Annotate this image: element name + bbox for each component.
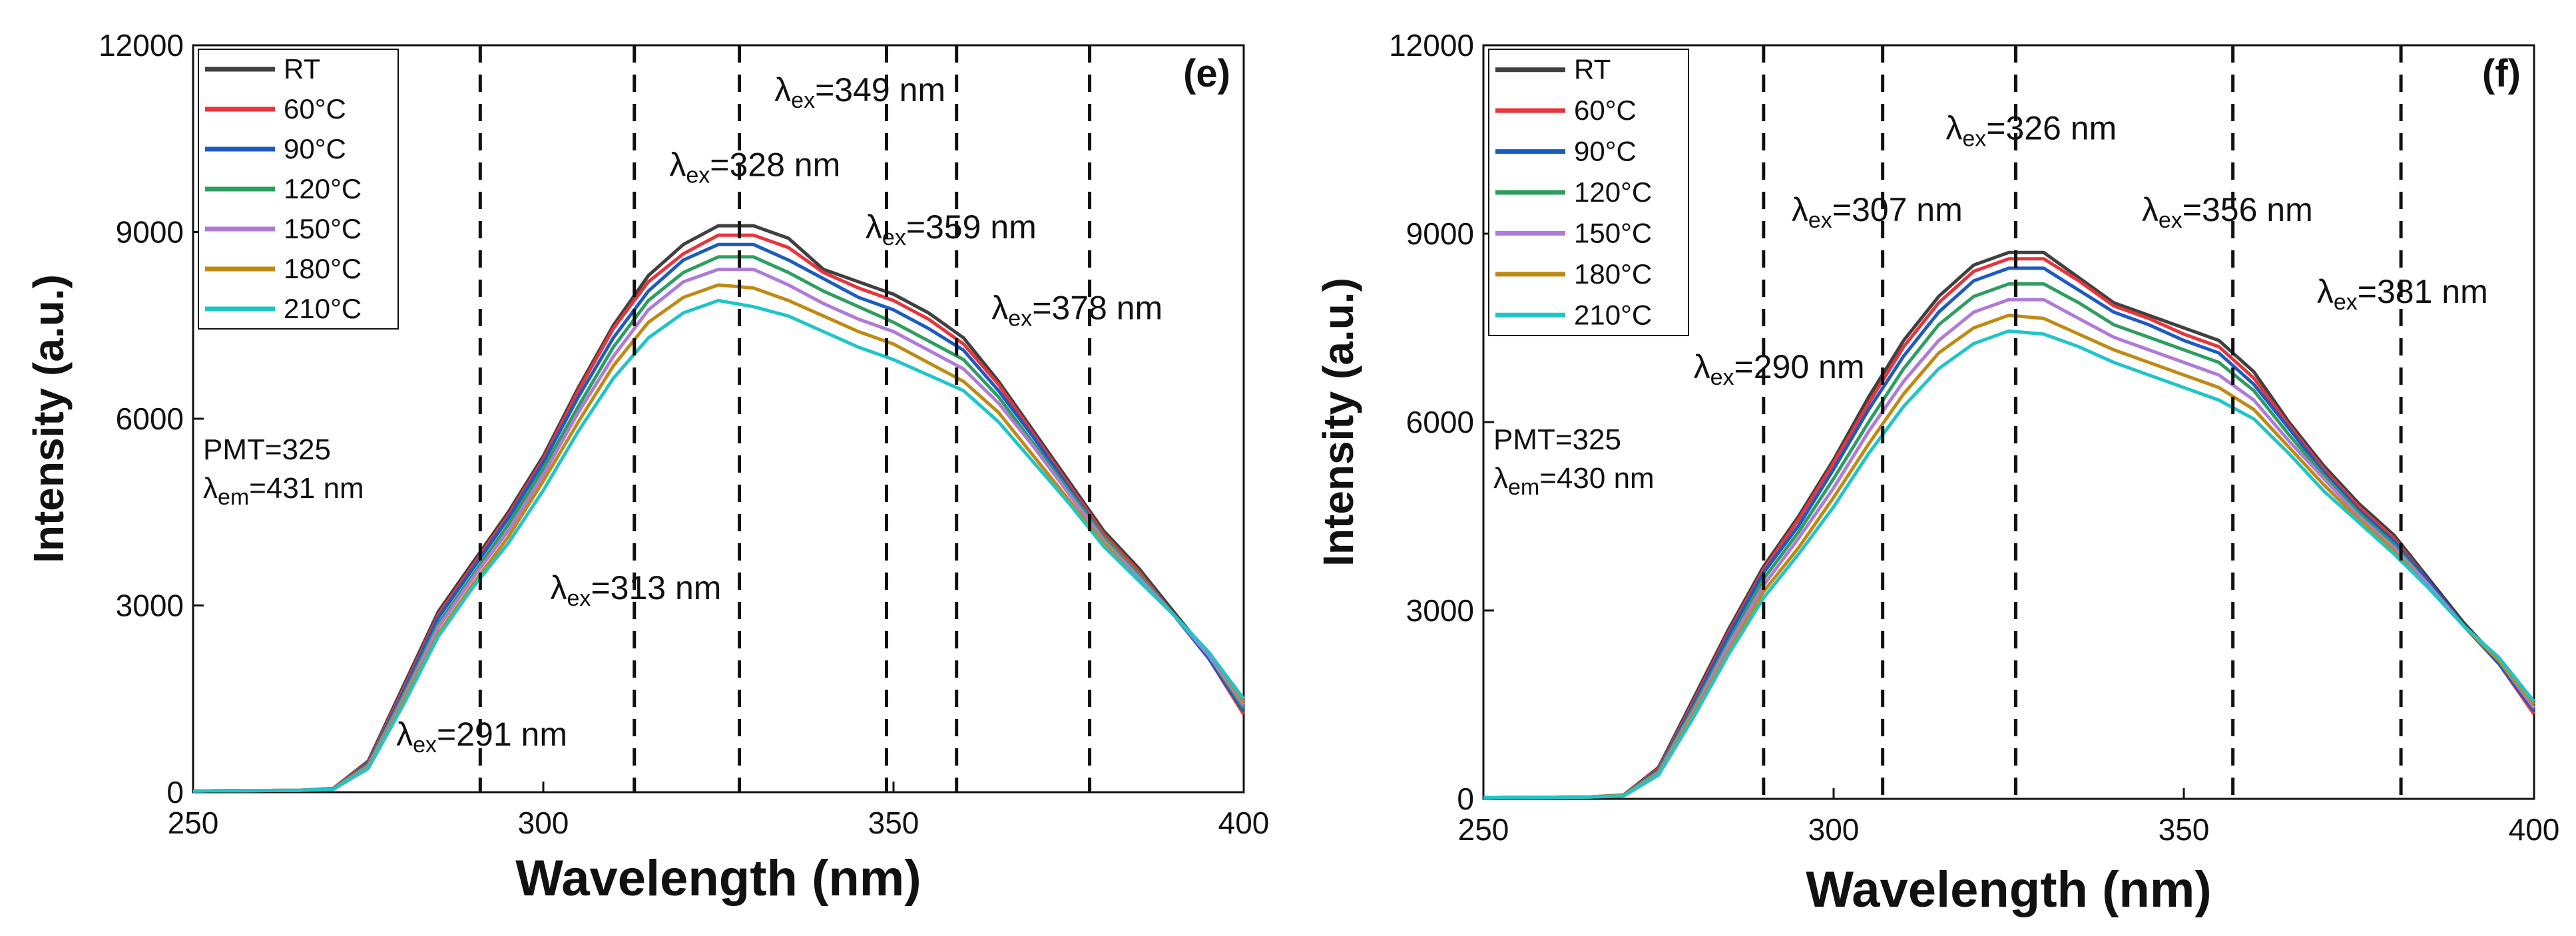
x-tick-label: 350 [868,806,919,840]
y-tick-label: 6000 [1406,405,1474,439]
x-tick-label: 250 [168,806,219,840]
x-tick-label: 350 [2159,812,2210,847]
series-line-90°C [1483,266,2536,800]
legend-label: 60°C [1574,95,1637,126]
x-tick-label: 300 [518,806,569,840]
series-line-210°C [1483,329,2535,800]
excitation-annotation: λex=326 nm [1945,110,2117,152]
measurement-note: PMT=325 [203,433,331,466]
y-tick-label: 6000 [116,401,184,436]
x-tick-label: 400 [2509,812,2560,847]
y-tick-label: 3000 [1406,593,1474,628]
excitation-annotation: λex=359 nm [866,208,1037,250]
excitation-annotation: λex=381 nm [2317,273,2488,315]
y-tick-label: 12000 [99,28,184,63]
legend-label: 90°C [284,133,346,164]
chart-panel-f: 0 3000 6000 9000 12000 250 300 350 400 Wavelength… [1314,28,2559,918]
legend-label: 210°C [284,293,362,324]
y-tick-label: 3000 [116,588,184,623]
measurement-note: λem=430 nm [1493,462,1655,500]
y-tick-label: 9000 [1406,216,1474,251]
series-line-150°C [1483,298,2536,800]
legend-label: 60°C [284,93,346,124]
chart-panel-e: 0 3000 6000 9000 12000 250 300 350 400 Wavelength… [25,28,1269,907]
y-tick-label: 12000 [1389,28,1474,63]
y-axis-title: Intensity (a.u.) [1314,278,1362,567]
legend-label: 90°C [1574,136,1637,167]
excitation-annotation: λex=356 nm [2142,191,2313,233]
excitation-annotation: λex=349 nm [774,71,945,113]
legend-label: 180°C [284,253,362,284]
legend-label: RT [1574,54,1611,85]
x-tick-label: 300 [1808,812,1860,847]
legend: RT 60°C 90°C 120°C 150°C 180°C 210°C [1488,49,1689,336]
series-line-210°C [192,298,1246,793]
y-tick-label: 0 [166,775,184,810]
y-tick-label: 9000 [116,215,184,250]
x-tick-label: 250 [1458,812,1509,847]
legend-label: 120°C [284,173,362,204]
legend-label: 210°C [1574,299,1652,330]
legend-label: 180°C [1574,258,1652,290]
x-tick-label: 400 [1218,806,1270,840]
x-axis-title: Wavelength (nm) [1806,861,2211,918]
y-tick-label: 0 [1457,782,1474,816]
measurement-note: λem=431 nm [203,472,364,510]
panel-label: (e) [1183,52,1230,95]
panel-label: (f) [2482,52,2521,95]
legend-label: 150°C [284,213,362,244]
legend-label: 120°C [1574,176,1652,208]
legend-label: RT [284,53,320,85]
legend-label: 150°C [1574,217,1652,248]
y-axis-title: Intensity (a.u.) [25,274,73,563]
measurement-note: PMT=325 [1493,423,1621,456]
legend: RT 60°C 90°C 120°C 150°C 180°C 210°C [198,49,399,330]
excitation-annotation: λex=290 nm [1694,348,1865,390]
excitation-annotation: λex=313 nm [551,569,722,611]
x-axis-title: Wavelength (nm) [515,850,921,907]
series-line-150°C [192,268,1246,793]
excitation-annotation: λex=291 nm [396,716,567,758]
excitation-annotation: λex=378 nm [991,289,1162,331]
excitation-annotation: λex=307 nm [1792,191,1963,233]
excitation-annotation: λex=328 nm [669,146,840,188]
